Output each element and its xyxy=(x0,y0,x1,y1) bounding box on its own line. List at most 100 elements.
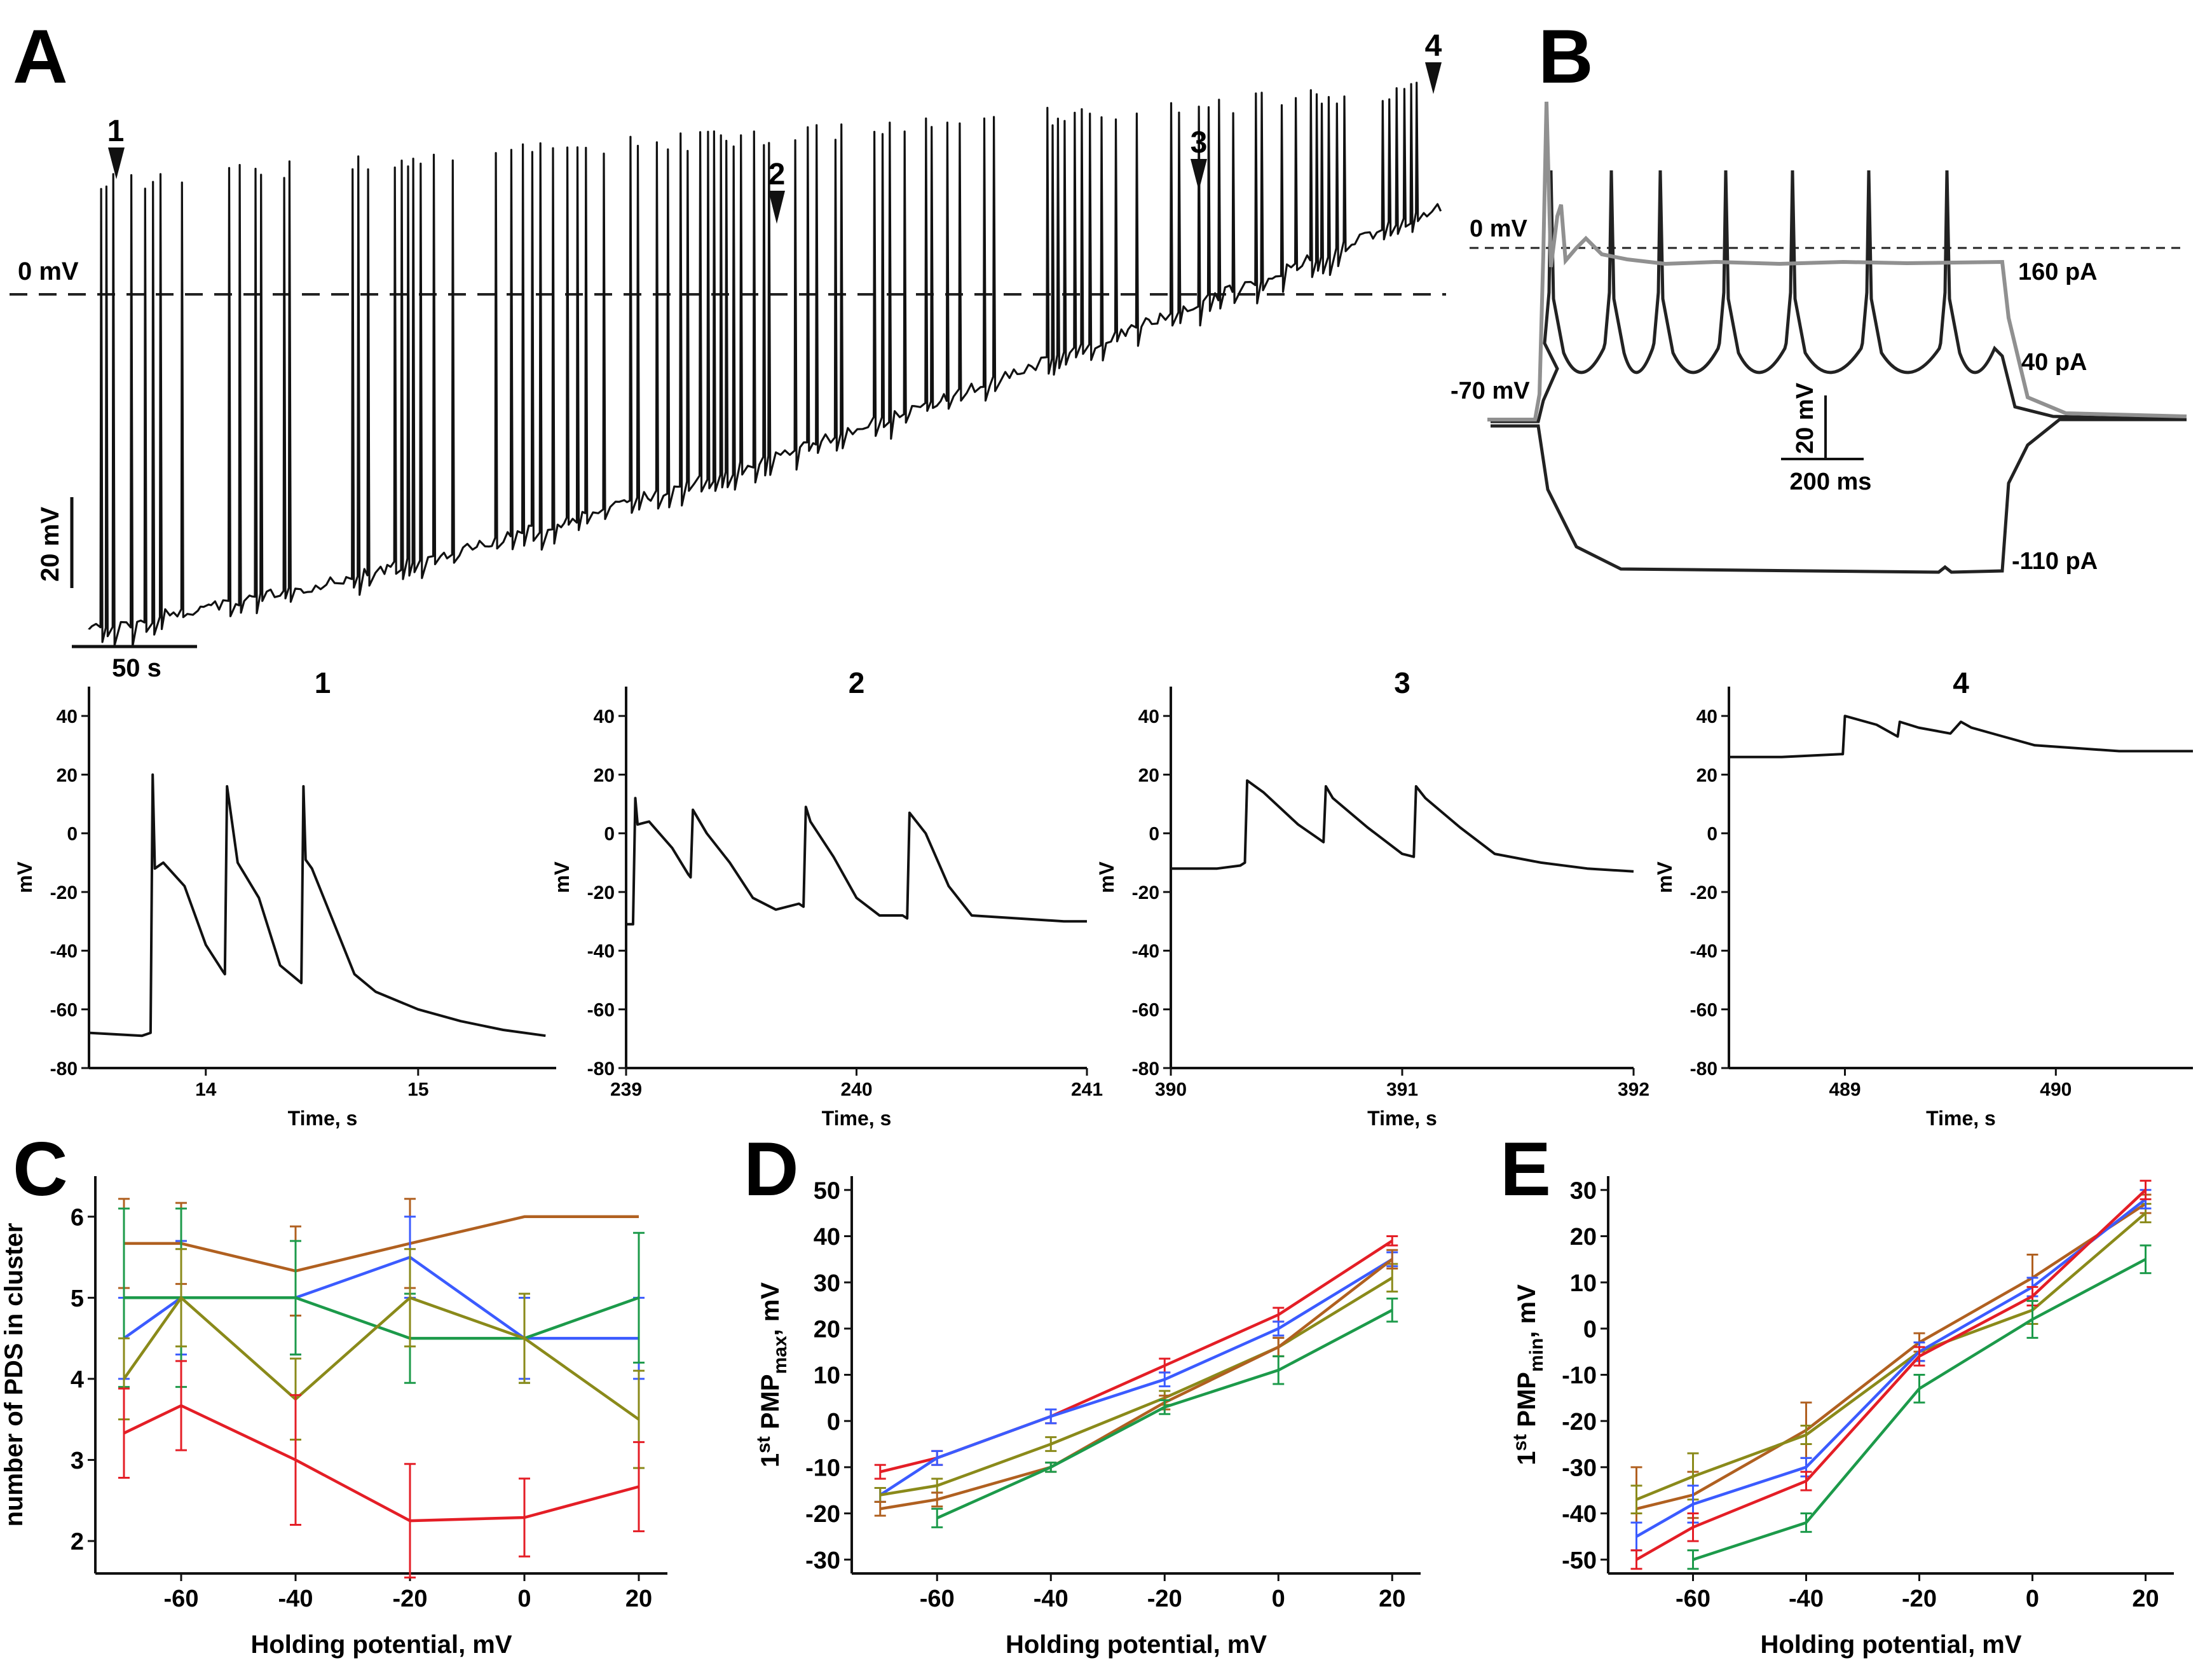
x-tick-label: 14 xyxy=(195,1079,217,1100)
scalebar-vertical-label: 20 mV xyxy=(36,507,64,582)
series-line-blue xyxy=(1635,1198,2147,1538)
y-tick-label: -20 xyxy=(1562,1409,1597,1436)
series-line-trace xyxy=(1729,715,2193,758)
chart-e-pmp-min: -50 -40 -30 -20 -10 0 10 20 30 -60 -40 -20 0 20 Holdin… xyxy=(1510,1176,2174,1659)
x-tick-label: 241 xyxy=(1071,1079,1103,1100)
y-axis-label: mV xyxy=(13,861,36,893)
y-tick-label: 4 xyxy=(71,1367,84,1394)
scalebar-horizontal-label: 50 s xyxy=(112,654,161,682)
chart-title: 3 xyxy=(1394,666,1410,699)
x-tick-label: -60 xyxy=(164,1586,199,1612)
y-tick-label: -40 xyxy=(1562,1501,1597,1528)
y-tick-label: 0 xyxy=(1149,824,1159,845)
y-tick-label: 6 xyxy=(71,1204,84,1231)
b-zero-label: 0 mV xyxy=(1470,216,1527,242)
y-tick-label: -30 xyxy=(1562,1455,1597,1482)
y-tick-label: -60 xyxy=(50,999,78,1020)
panel-letter-D: D xyxy=(744,1127,799,1212)
series-line-red xyxy=(123,1404,639,1523)
y-tick-label: -20 xyxy=(50,882,78,903)
chart-title: 4 xyxy=(1953,666,1969,699)
x-tick-label: -60 xyxy=(1676,1586,1710,1612)
series-line-olive xyxy=(880,1276,1393,1497)
y-tick-label: -50 xyxy=(1562,1547,1597,1574)
x-tick-label: 20 xyxy=(1379,1586,1405,1612)
y-axis-label-part: PMP xyxy=(756,1374,784,1436)
y-tick-label: -40 xyxy=(1690,941,1717,962)
y-axis-label-part: st xyxy=(753,1436,774,1453)
panel-letter-B: B xyxy=(1538,14,1594,99)
series-line-green xyxy=(124,1296,639,1340)
current-label-160pa: 160 pA xyxy=(2018,259,2098,285)
y-tick-label: 0 xyxy=(1583,1317,1597,1343)
y-tick-label: 50 xyxy=(814,1177,840,1204)
y-tick-label: 40 xyxy=(1697,706,1717,727)
x-tick-label: -20 xyxy=(393,1586,428,1612)
x-axis-label: Time, s xyxy=(1367,1107,1437,1130)
y-axis-label: 1st PMPmax, mV xyxy=(753,1282,791,1468)
y-axis-label: mV xyxy=(550,861,573,893)
x-tick-label: 489 xyxy=(1829,1079,1860,1100)
y-axis-label-part: st xyxy=(1510,1434,1531,1451)
x-tick-label: -60 xyxy=(920,1586,955,1612)
y-tick-label: 20 xyxy=(594,765,615,786)
y-tick-label: -10 xyxy=(1562,1362,1597,1389)
y-axis-label-part: PMP xyxy=(1513,1372,1541,1434)
x-tick-label: -40 xyxy=(278,1586,313,1612)
y-tick-label: 40 xyxy=(814,1224,840,1251)
y-tick-label: -40 xyxy=(1132,941,1159,962)
x-tick-label: 20 xyxy=(625,1586,652,1612)
panel-letter-A: A xyxy=(13,14,68,99)
y-tick-label: -60 xyxy=(587,999,615,1020)
panel-b-current-steps: 0 mV -70 mV 160 pA 40 pA -110 pA 20 mV 2… xyxy=(1451,101,2187,575)
y-tick-label: 2 xyxy=(71,1529,84,1556)
y-tick-label: 5 xyxy=(71,1285,84,1312)
y-tick-label: 40 xyxy=(594,706,615,727)
y-tick-label: 20 xyxy=(57,765,78,786)
panel-letter-E: E xyxy=(1500,1127,1551,1212)
series-line-olive xyxy=(1635,1212,2147,1501)
marker-1-arrow-icon xyxy=(108,147,125,179)
series-line-red xyxy=(880,1239,1393,1474)
x-tick-label: -20 xyxy=(1902,1586,1937,1612)
trace-40pa-path xyxy=(1491,170,2187,423)
series-line-trace xyxy=(626,797,1087,926)
y-tick-label: 20 xyxy=(1570,1224,1597,1251)
marker-4-arrow-icon xyxy=(1425,62,1442,94)
chart-c-pds-count: 2 3 4 5 6 -60 -40 -20 0 20 Holding potential, mV nu… xyxy=(0,1176,667,1659)
y-tick-label: 0 xyxy=(604,824,615,845)
x-tick-label: 239 xyxy=(610,1079,642,1100)
marker-1-label: 1 xyxy=(107,114,125,148)
y-axis-label: number of PDS in cluster xyxy=(0,1223,28,1527)
zero-mv-label: 0 mV xyxy=(18,257,79,285)
y-axis-label-part: max xyxy=(770,1336,791,1374)
y-tick-label: 0 xyxy=(1707,824,1717,845)
x-tick-label: -20 xyxy=(1147,1586,1182,1612)
y-tick-label: -20 xyxy=(587,882,615,903)
series-line-brown xyxy=(124,1215,639,1273)
series-line-green xyxy=(1692,1257,2147,1561)
series-line-brown xyxy=(880,1258,1393,1511)
series-line-red xyxy=(1635,1189,2147,1561)
panel-a-trace: 0 mV 1 2 3 4 20 mV 50 s xyxy=(10,29,1446,682)
series-line-brown xyxy=(1635,1202,2147,1511)
marker-1: 1 xyxy=(107,114,125,179)
x-tick-label: 20 xyxy=(2132,1586,2159,1612)
x-tick-label: 0 xyxy=(1272,1586,1285,1612)
y-axis-label-part: , mV xyxy=(756,1282,784,1336)
y-tick-label: -80 xyxy=(50,1059,78,1079)
y-tick-label: -20 xyxy=(805,1501,840,1528)
x-tick-label: 0 xyxy=(2026,1586,2039,1612)
y-tick-label: -10 xyxy=(805,1455,840,1482)
marker-4: 4 xyxy=(1425,29,1442,94)
y-tick-label: -60 xyxy=(1132,999,1159,1020)
series-line-olive xyxy=(123,1296,640,1421)
y-tick-label: 20 xyxy=(1697,765,1717,786)
y-tick-label: -80 xyxy=(1132,1059,1159,1079)
marker-4-label: 4 xyxy=(1425,29,1442,63)
y-tick-label: 20 xyxy=(814,1317,840,1343)
x-axis-label: Time, s xyxy=(1926,1107,1996,1130)
